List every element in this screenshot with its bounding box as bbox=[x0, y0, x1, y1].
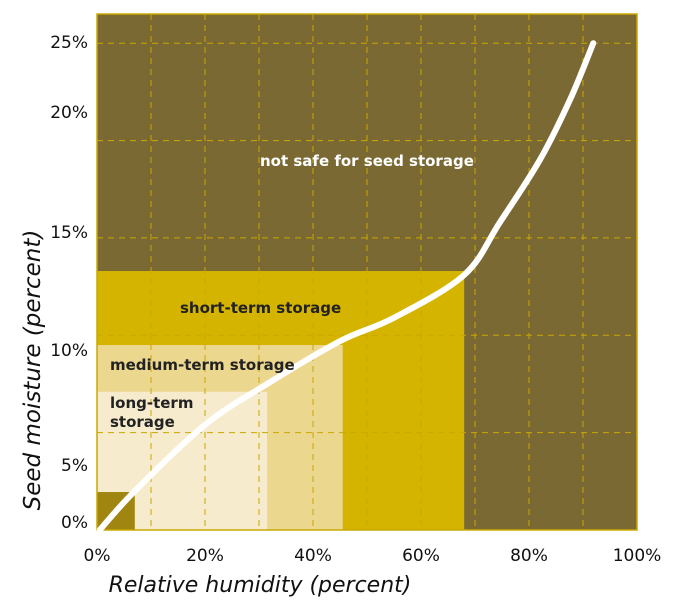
y-tick-label: 0% bbox=[61, 513, 88, 533]
y-tick-label: 5% bbox=[61, 456, 88, 476]
x-tick-label: 80% bbox=[510, 546, 548, 566]
x-tick-label: 20% bbox=[186, 546, 224, 566]
moisture-curve bbox=[96, 40, 597, 533]
region-label: medium-term storage bbox=[110, 356, 295, 374]
plot-frame bbox=[96, 13, 638, 531]
y-tick-label: 10% bbox=[50, 341, 88, 361]
y-tick-label: 20% bbox=[50, 103, 88, 123]
x-tick-label: 60% bbox=[402, 546, 440, 566]
background-label: not safe for seed storage bbox=[260, 152, 474, 170]
y-tick-label: 15% bbox=[50, 223, 88, 243]
y-axis-label: Seed moisture (percent) bbox=[20, 230, 46, 511]
x-tick-label: 100% bbox=[613, 546, 662, 566]
region-label: long-term storage bbox=[110, 394, 194, 431]
x-tick-label: 0% bbox=[84, 546, 111, 566]
x-tick-label: 40% bbox=[294, 546, 332, 566]
y-tick-label: 25% bbox=[50, 33, 88, 53]
region-label: short-term storage bbox=[180, 299, 342, 317]
x-axis-label: Relative humidity (percent) bbox=[109, 573, 412, 598]
